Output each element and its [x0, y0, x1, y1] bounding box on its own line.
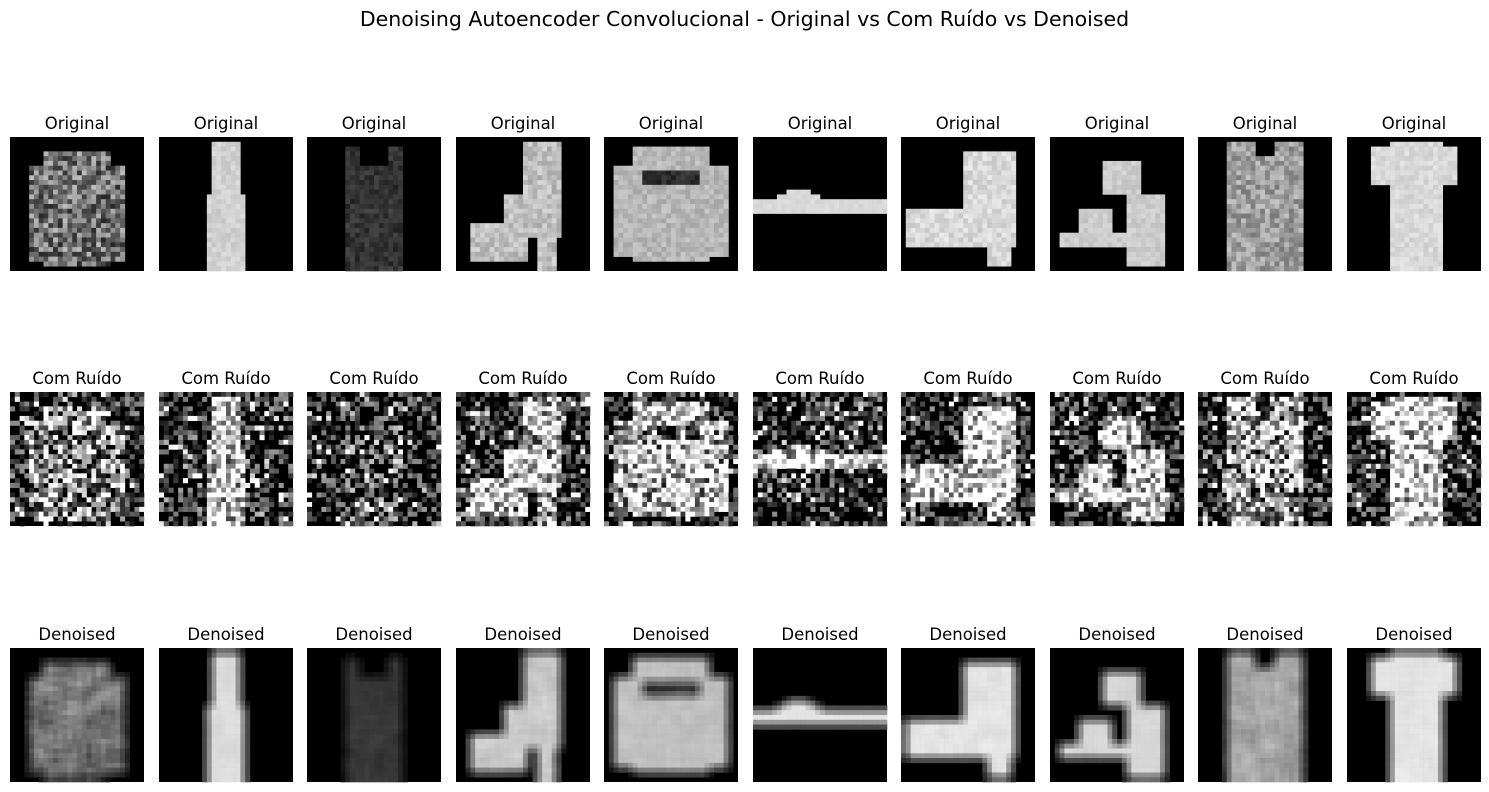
- panel-title: Original: [788, 114, 853, 133]
- panel-title: Original: [342, 114, 407, 133]
- panel-title: Com Ruído: [775, 369, 864, 388]
- panel-original-3: Original: [307, 114, 441, 272]
- panel-title: Denoised: [187, 625, 264, 644]
- panel-title: Denoised: [1375, 625, 1452, 644]
- panel-title: Com Ruído: [1220, 369, 1309, 388]
- panel-title: Original: [1382, 114, 1447, 133]
- panel-title: Denoised: [1226, 625, 1303, 644]
- figure-suptitle: Denoising Autoencoder Convolucional - Or…: [360, 7, 1129, 31]
- panel-original-10: Original: [1347, 114, 1481, 272]
- panel-denoised-9: Denoised: [1198, 625, 1332, 783]
- panel-title: Denoised: [929, 625, 1006, 644]
- panel-title: Com Ruído: [329, 369, 418, 388]
- panel-title: Denoised: [781, 625, 858, 644]
- panel-title: Denoised: [484, 625, 561, 644]
- panel-noisy-4: Com Ruído: [456, 369, 591, 527]
- image-grid: Original Com Ruído Denoised Original Com Ruí…: [10, 114, 1482, 783]
- panel-noisy-6: Com Ruído: [753, 369, 888, 527]
- panel-title: Denoised: [632, 625, 709, 644]
- panel-denoised-7: Denoised: [901, 625, 1035, 783]
- panel-noisy-2: Com Ruído: [159, 369, 294, 527]
- panel-title: Denoised: [1078, 625, 1155, 644]
- panel-title: Com Ruído: [181, 369, 270, 388]
- panel-noisy-3: Com Ruído: [307, 369, 442, 527]
- panel-denoised-3: Denoised: [307, 625, 441, 783]
- panel-denoised-1: Denoised: [10, 625, 144, 783]
- panel-noisy-1: Com Ruído: [10, 369, 145, 527]
- panel-noisy-7: Com Ruído: [901, 369, 1036, 527]
- panel-denoised-10: Denoised: [1347, 625, 1481, 783]
- panel-title: Original: [936, 114, 1001, 133]
- panel-original-8: Original: [1050, 114, 1184, 271]
- panel-title: Denoised: [38, 625, 115, 644]
- panel-original-4: Original: [456, 114, 590, 272]
- panel-noisy-10: Com Ruído: [1347, 369, 1482, 527]
- panel-denoised-6: Denoised: [753, 625, 888, 782]
- panel-original-6: Original: [753, 114, 888, 271]
- panel-title: Original: [1085, 114, 1150, 133]
- panel-title: Original: [194, 114, 259, 133]
- panel-noisy-5: Com Ruído: [604, 369, 739, 527]
- panel-noisy-9: Com Ruído: [1198, 369, 1333, 527]
- panel-title: Com Ruído: [923, 369, 1012, 388]
- panel-title: Original: [45, 114, 110, 133]
- panel-original-7: Original: [901, 114, 1035, 271]
- panel-title: Original: [639, 114, 704, 133]
- panel-original-9: Original: [1198, 114, 1332, 272]
- panel-original-2: Original: [159, 114, 293, 272]
- panel-title: Original: [491, 114, 556, 133]
- panel-title: Com Ruído: [32, 369, 121, 388]
- panel-original-1: Original: [10, 114, 144, 271]
- panel-title: Com Ruído: [1369, 369, 1458, 388]
- panel-denoised-4: Denoised: [456, 625, 590, 783]
- panel-title: Denoised: [335, 625, 412, 644]
- panel-title: Com Ruído: [1072, 369, 1161, 388]
- panel-denoised-2: Denoised: [159, 625, 293, 783]
- panel-denoised-5: Denoised: [604, 625, 738, 782]
- panel-original-5: Original: [604, 114, 738, 271]
- panel-denoised-8: Denoised: [1050, 625, 1184, 783]
- panel-title: Original: [1233, 114, 1298, 133]
- panel-title: Com Ruído: [626, 369, 715, 388]
- panel-noisy-8: Com Ruído: [1050, 369, 1185, 527]
- panel-title: Com Ruído: [478, 369, 567, 388]
